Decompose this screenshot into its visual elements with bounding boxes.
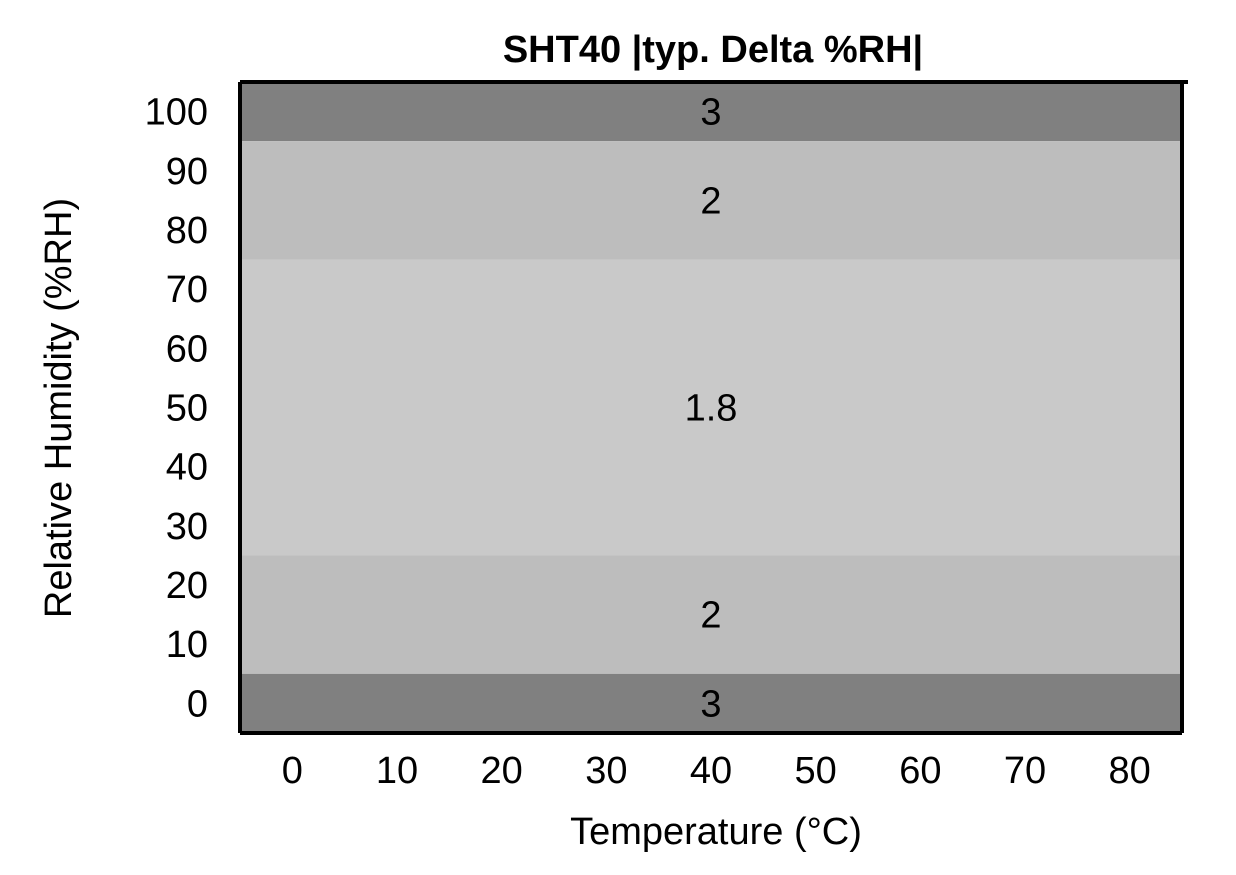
y-tick-label-100: 100 <box>145 92 208 134</box>
band-4 <box>240 673 1182 733</box>
heatmap-bands <box>240 82 1182 733</box>
band-3 <box>240 555 1182 674</box>
y-tick-label-30: 30 <box>166 506 208 548</box>
plot-frame <box>238 80 1188 735</box>
y-tick-label-90: 90 <box>166 151 208 193</box>
y-tick-label-0: 0 <box>187 683 208 725</box>
band-value-label-2: 1.8 <box>685 388 738 430</box>
x-tick-label-60: 60 <box>899 750 941 792</box>
band-2 <box>240 259 1182 556</box>
x-axis-label: Temperature (°C) <box>570 811 862 853</box>
band-0 <box>240 82 1182 142</box>
x-tick-label-30: 30 <box>585 750 627 792</box>
x-tick-label-20: 20 <box>481 750 523 792</box>
x-tick-label-40: 40 <box>690 750 732 792</box>
band-value-label-0: 3 <box>700 92 721 134</box>
x-tick-label-50: 50 <box>795 750 837 792</box>
y-axis-label: Relative Humidity (%RH) <box>38 198 80 618</box>
x-tick-label-80: 80 <box>1109 750 1151 792</box>
y-tick-label-50: 50 <box>166 388 208 430</box>
y-tick-label-70: 70 <box>166 269 208 311</box>
band-value-label-1: 2 <box>700 180 721 222</box>
x-axis-ticks: 0 10 20 30 40 50 60 70 80 <box>282 750 1151 792</box>
x-tick-label-10: 10 <box>376 750 418 792</box>
band-value-label-4: 3 <box>700 683 721 725</box>
band-1 <box>240 141 1182 260</box>
x-tick-label-70: 70 <box>1004 750 1046 792</box>
y-tick-label-20: 20 <box>166 565 208 607</box>
y-tick-label-40: 40 <box>166 447 208 489</box>
x-tick-label-0: 0 <box>282 750 303 792</box>
band-value-labels: 3 2 1.8 2 3 <box>685 92 738 726</box>
y-tick-label-10: 10 <box>166 624 208 666</box>
chart-title: SHT40 |typ. Delta %RH| <box>503 29 923 71</box>
band-value-label-3: 2 <box>700 595 721 637</box>
y-tick-label-60: 60 <box>166 328 208 370</box>
y-tick-label-80: 80 <box>166 210 208 252</box>
y-axis-ticks: 0 10 20 30 40 50 60 70 80 90 100 <box>145 92 208 726</box>
